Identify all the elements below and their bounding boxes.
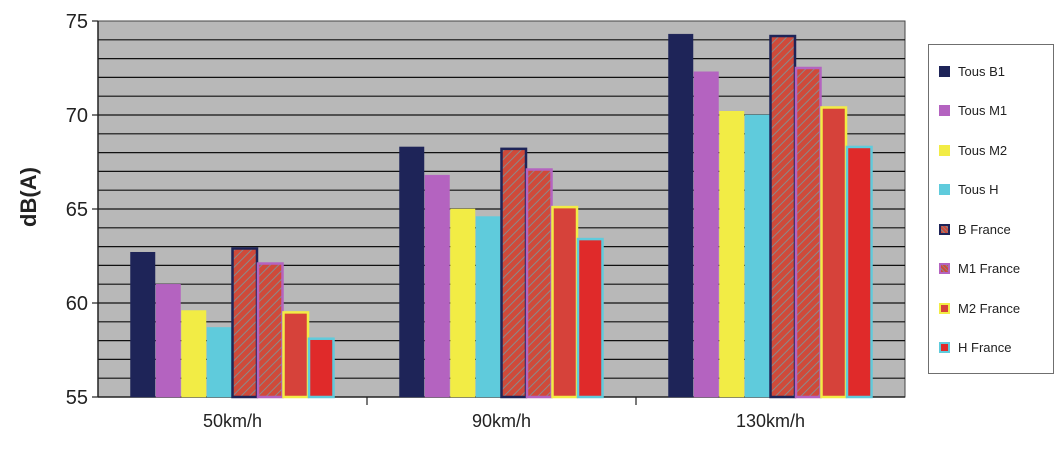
legend-item: Tous H [939,180,998,200]
bar-m2-france-90kmh [551,205,579,399]
legend-item: Tous M2 [939,140,1007,160]
bar-h-france-130kmh [845,145,873,399]
legend: Tous B1 Tous M1 Tous M2 Tous H B France M1 Fr… [928,44,1054,374]
bar-tous-h-130kmh [744,114,770,398]
bar-m2-france-130kmh [820,106,848,399]
bar-tous-m2-130kmh [719,110,745,398]
y-tick-label: 55 [66,387,88,409]
bar-m1-france-90kmh [525,168,553,399]
y-tick-label: 70 [66,105,88,127]
x-tick-label: 50km/h [203,411,262,431]
legend-label: Tous B1 [958,63,1005,79]
legend-item: H France [939,338,1011,358]
legend-label: H France [958,340,1012,355]
y-tick-label: 65 [66,199,88,221]
legend-swatch [939,302,950,314]
bar-tous-m1-50kmh [155,283,181,398]
legend-swatch [939,263,950,274]
bar-tous-m1-90kmh [424,174,450,398]
legend-label: B France [958,221,1011,237]
bar-tous-m2-50kmh [181,310,207,398]
bar-m1-france-50kmh [256,262,284,399]
legend-item: B France [939,219,1011,239]
bar-tous-b1-50kmh [130,251,156,398]
y-axis-title: dB(A) [16,167,41,227]
legend-item: M2 France [939,298,1020,318]
bar-tous-m1-130kmh [693,71,719,398]
bar-tous-b1-90kmh [399,146,425,398]
x-tick-label: 90km/h [472,411,531,431]
legend-swatch [939,342,950,353]
bar-b-france-50kmh [231,247,259,399]
bar-b-france-130kmh [769,34,797,399]
legend-item: Tous M1 [939,101,1007,121]
x-tick-label: 130km/h [736,411,805,431]
legend-label: Tous M1 [958,103,1008,118]
bar-m2-france-50kmh [282,311,310,399]
legend-label: M2 France [958,300,1021,316]
bar-tous-b1-130kmh [668,33,694,398]
legend-item: Tous B1 [939,61,1005,81]
bar-tous-m2-90kmh [450,208,476,398]
legend-swatch [939,144,950,156]
y-tick-label: 60 [66,293,88,315]
legend-swatch [939,184,950,195]
legend-swatch [939,105,950,116]
legend-label: Tous H [958,182,999,197]
legend-label: Tous M2 [958,142,1008,158]
bar-h-france-90kmh [576,237,604,399]
legend-swatch [939,223,950,235]
bar-tous-h-90kmh [475,216,501,398]
bar-h-france-50kmh [307,337,335,399]
bar-b-france-90kmh [500,147,528,399]
bar-tous-h-50kmh [206,327,232,398]
bar-m1-france-130kmh [794,66,822,399]
legend-label: M1 France [958,261,1021,276]
legend-item: M1 France [939,259,1020,279]
legend-swatch [939,65,950,77]
y-tick-label: 75 [66,11,88,33]
